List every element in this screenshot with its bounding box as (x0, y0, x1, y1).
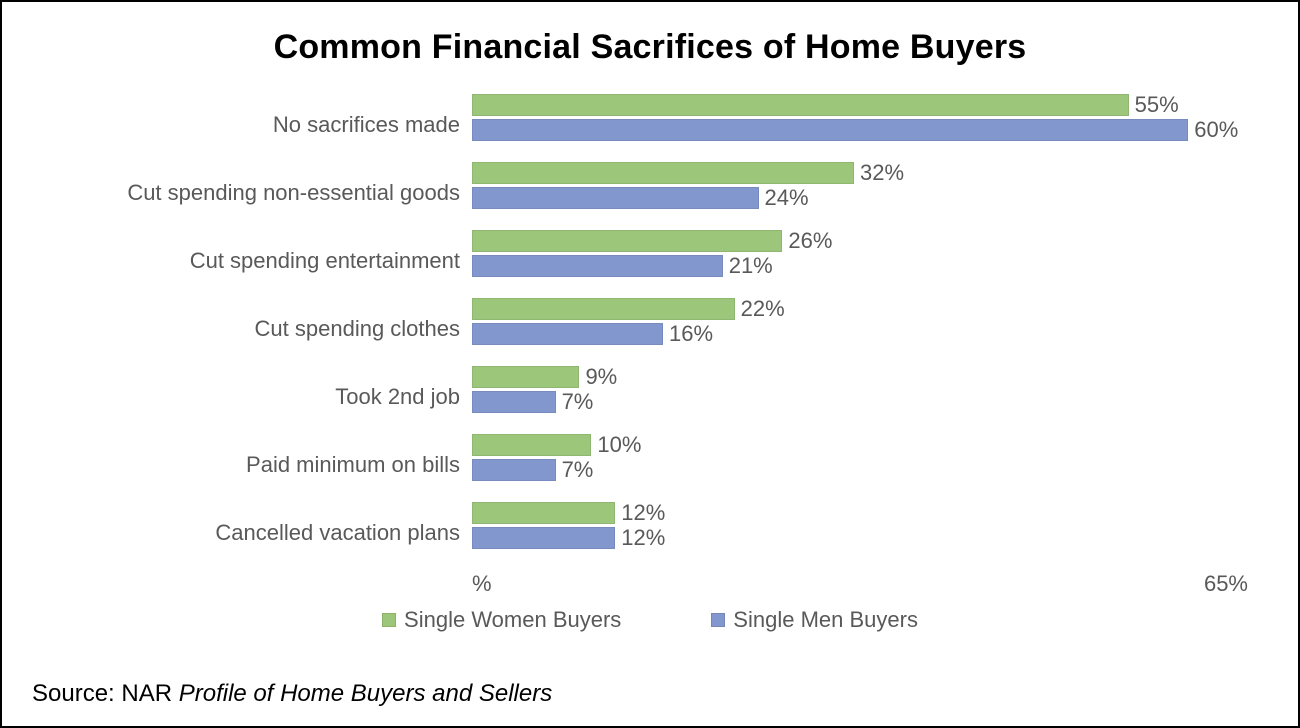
legend-item-men: Single Men Buyers (711, 607, 918, 633)
category-label: Cut spending non-essential goods (52, 180, 472, 206)
legend: Single Women Buyers Single Men Buyers (52, 607, 1248, 633)
bar-value-label: 12% (621, 525, 665, 551)
bar-value-label: 21% (729, 253, 773, 279)
bar-value-label: 22% (741, 296, 785, 322)
bar (472, 323, 663, 345)
plot-area: No sacrifices made 55% 60% Cut spending non… (52, 91, 1248, 591)
bar-value-label: 55% (1135, 92, 1179, 118)
bar (472, 119, 1188, 141)
bar-wrap: 12% (472, 527, 1248, 549)
source-title: Profile of Home Buyers and Sellers (179, 680, 553, 707)
x-axis-max-label: 65% (1204, 571, 1248, 597)
bar-value-label: 9% (585, 364, 617, 390)
bar-wrap: 22% (472, 298, 1248, 320)
chart-row: Paid minimum on bills10%7% (52, 431, 1248, 499)
source-line: Source: NAR Profile of Home Buyers and S… (32, 680, 552, 708)
category-label: Cut spending clothes (52, 316, 472, 342)
bar-wrap: 9% (472, 366, 1248, 388)
bar (472, 459, 556, 481)
category-label: Took 2nd job (52, 384, 472, 410)
bars-column: 12%12% (472, 499, 1248, 567)
bar (472, 94, 1129, 116)
category-label: No sacrifices made (52, 112, 472, 138)
bar-value-label: 16% (669, 321, 713, 347)
chart-row: Cancelled vacation plans12%12% (52, 499, 1248, 567)
bar-value-label: 7% (562, 457, 594, 483)
bar-value-label: 26% (788, 228, 832, 254)
chart-frame: Common Financial Sacrifices of Home Buye… (0, 0, 1300, 728)
chart-row: No sacrifices made 55% 60% (52, 91, 1248, 159)
bar-value-label: 7% (562, 389, 594, 415)
bar-wrap: 21% (472, 255, 1248, 277)
bars-column: 32% 24% (472, 159, 1248, 227)
bar-value-label: 60% (1194, 117, 1238, 143)
legend-swatch-icon (711, 613, 725, 627)
bar (472, 230, 782, 252)
bar-wrap: 16% (472, 323, 1248, 345)
source-prefix: Source: NAR (32, 680, 179, 707)
bar-wrap: 10% (472, 434, 1248, 456)
bar (472, 187, 759, 209)
chart-row: Cut spending clothes 22% 16% (52, 295, 1248, 363)
chart-row: Took 2nd job9%7% (52, 363, 1248, 431)
x-axis: % 65% (52, 571, 1248, 597)
legend-label: Single Men Buyers (733, 607, 918, 633)
chart-row: Cut spending entertainment 26% 21% (52, 227, 1248, 295)
category-label: Cut spending entertainment (52, 248, 472, 274)
bar-value-label: 12% (621, 500, 665, 526)
bar-value-label: 32% (860, 160, 904, 186)
bar-wrap: 26% (472, 230, 1248, 252)
bar-value-label: 24% (765, 185, 809, 211)
bar-wrap: 55% (472, 94, 1248, 116)
bar-wrap: 12% (472, 502, 1248, 524)
legend-item-women: Single Women Buyers (382, 607, 621, 633)
bar-wrap: 7% (472, 391, 1248, 413)
bars-column: 10%7% (472, 431, 1248, 499)
bars-column: 26% 21% (472, 227, 1248, 295)
bar-wrap: 7% (472, 459, 1248, 481)
bar (472, 527, 615, 549)
bar-value-label: 10% (597, 432, 641, 458)
bar (472, 502, 615, 524)
bars-column: 9%7% (472, 363, 1248, 431)
category-label: Paid minimum on bills (52, 452, 472, 478)
bar (472, 434, 591, 456)
bar (472, 255, 723, 277)
x-axis-min-label: % (472, 571, 492, 597)
bars-column: 22% 16% (472, 295, 1248, 363)
category-label: Cancelled vacation plans (52, 520, 472, 546)
legend-label: Single Women Buyers (404, 607, 621, 633)
legend-swatch-icon (382, 613, 396, 627)
chart-title: Common Financial Sacrifices of Home Buye… (32, 28, 1268, 67)
bar (472, 366, 579, 388)
bar (472, 162, 854, 184)
bar (472, 391, 556, 413)
bar-wrap: 24% (472, 187, 1248, 209)
bars-column: 55% 60% (472, 91, 1248, 159)
bar (472, 298, 735, 320)
bar-wrap: 60% (472, 119, 1248, 141)
bar-wrap: 32% (472, 162, 1248, 184)
chart-row: Cut spending non-essential goods 32% 24% (52, 159, 1248, 227)
